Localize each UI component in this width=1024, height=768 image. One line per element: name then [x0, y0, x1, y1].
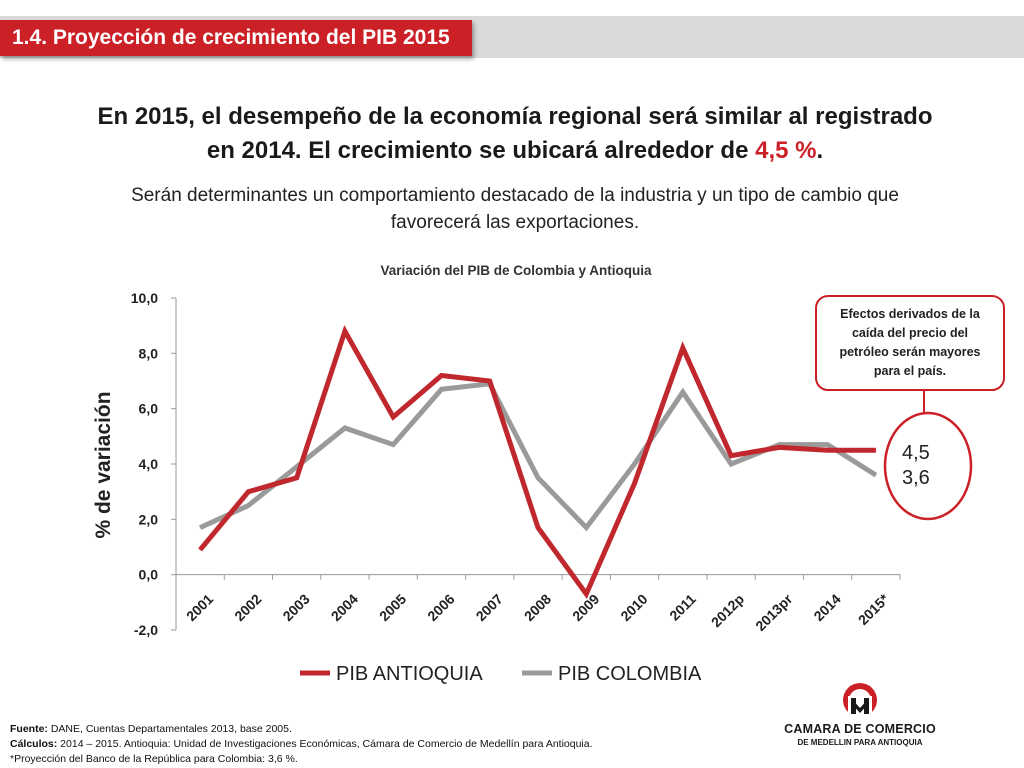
data-point	[634, 482, 635, 484]
x-tick-label: 2007	[473, 591, 506, 624]
headline-line2: en 2014. El crecimiento se ubicará alred…	[206, 137, 756, 164]
y-axis-label: % de variación	[92, 391, 115, 538]
x-tick-label: 2004	[328, 591, 361, 624]
x-tick-label: 2010	[617, 591, 650, 624]
data-point	[344, 330, 346, 332]
data-point	[199, 549, 201, 551]
y-tick-label: 6,0	[139, 401, 159, 417]
x-tick-label: 2008	[521, 591, 554, 624]
data-point	[392, 444, 394, 446]
data-point	[875, 449, 877, 451]
headline-highlight: 4,5 %	[755, 137, 817, 164]
title-banner: 1.4. Proyección de crecimiento del PIB 2…	[0, 20, 472, 56]
data-point	[392, 416, 394, 418]
data-point	[489, 380, 491, 382]
legend-label: PIB COLOMBIA	[558, 663, 702, 685]
data-point	[730, 455, 732, 457]
legend-label: PIB ANTIOQUIA	[336, 663, 483, 685]
logo-mark-icon	[843, 683, 877, 718]
data-point	[585, 527, 587, 529]
data-point	[441, 388, 442, 390]
series-line-pib-antioquia	[198, 325, 876, 600]
callout-text-line: para el país.	[874, 364, 946, 378]
data-point	[441, 375, 442, 376]
y-tick-label: -2,0	[134, 622, 158, 638]
end-label-antioquia: 4,5	[902, 442, 930, 464]
subheadline-line2: favorecerá las exportaciones.	[390, 212, 640, 233]
data-point	[827, 444, 829, 446]
x-tick-label: 2001	[183, 591, 216, 624]
footer-notes: Fuente: DANE, Cuentas Departamentales 20…	[10, 722, 750, 767]
subheadline: Serán determinantes un comportamiento de…	[60, 182, 970, 236]
data-point	[247, 491, 249, 493]
x-tick-label: 2005	[376, 591, 409, 624]
subheadline-line1: Serán determinantes un comportamiento de…	[131, 185, 899, 206]
callout-text-line: petróleo serán mayores	[839, 345, 980, 359]
data-point	[778, 446, 780, 448]
x-tick-label: 2012p	[708, 591, 747, 630]
headline: En 2015, el desempeño de la economía reg…	[60, 100, 970, 168]
data-point	[296, 477, 298, 479]
data-point	[634, 463, 635, 465]
x-tick-label: 2014	[810, 591, 843, 624]
highlight-circle	[883, 411, 973, 521]
data-point	[537, 527, 539, 529]
x-tick-label: 2015*	[855, 590, 893, 628]
y-tick-label: 10,0	[131, 290, 158, 306]
y-tick-label: 0,0	[139, 567, 159, 583]
data-point	[827, 449, 829, 451]
data-point	[296, 466, 298, 468]
headline-line2-end: .	[816, 137, 824, 164]
callout-text-line: caída del precio del	[852, 326, 968, 340]
logo-line2: DE MEDELLIN PARA ANTIOQUIA	[797, 738, 923, 747]
slide-title: 1.4. Proyección de crecimiento del PIB 2…	[12, 26, 450, 49]
x-tick-label: 2003	[279, 591, 312, 624]
data-point	[778, 444, 780, 446]
data-point	[247, 505, 249, 506]
y-tick-label: 2,0	[139, 511, 159, 527]
data-point	[344, 427, 346, 429]
y-tick-label: 8,0	[139, 345, 159, 361]
footer-calculations: Cálculos: 2014 – 2015. Antioquia: Unidad…	[10, 738, 593, 750]
x-tick-label: 2013pr	[752, 590, 796, 634]
callout-box	[815, 295, 1005, 391]
x-tick-label: 2002	[231, 591, 264, 624]
data-point	[537, 477, 539, 479]
data-point	[682, 347, 684, 349]
x-tick-label: 2011	[666, 591, 699, 624]
data-point	[682, 391, 684, 393]
headline-line1: En 2015, el desempeño de la economía reg…	[97, 103, 933, 130]
chart-title: Variación del PIB de Colombia y Antioqui…	[380, 263, 652, 278]
chamber-logo: CAMARA DE COMERCIO DE MEDELLIN PARA ANTI…	[780, 680, 940, 760]
y-tick-label: 4,0	[139, 456, 159, 472]
data-point	[875, 474, 877, 476]
x-tick-label: 2006	[424, 591, 457, 624]
logo-line1: CAMARA DE COMERCIO	[784, 722, 936, 736]
data-point	[585, 593, 587, 595]
end-label-colombia: 3,6	[902, 467, 930, 489]
callout-text-line: Efectos derivados de la	[840, 307, 981, 321]
data-point	[730, 463, 732, 465]
footer-note: *Proyección del Banco de la República pa…	[10, 753, 298, 765]
footer-source: Fuente: DANE, Cuentas Departamentales 20…	[10, 723, 292, 735]
data-point	[199, 527, 201, 529]
